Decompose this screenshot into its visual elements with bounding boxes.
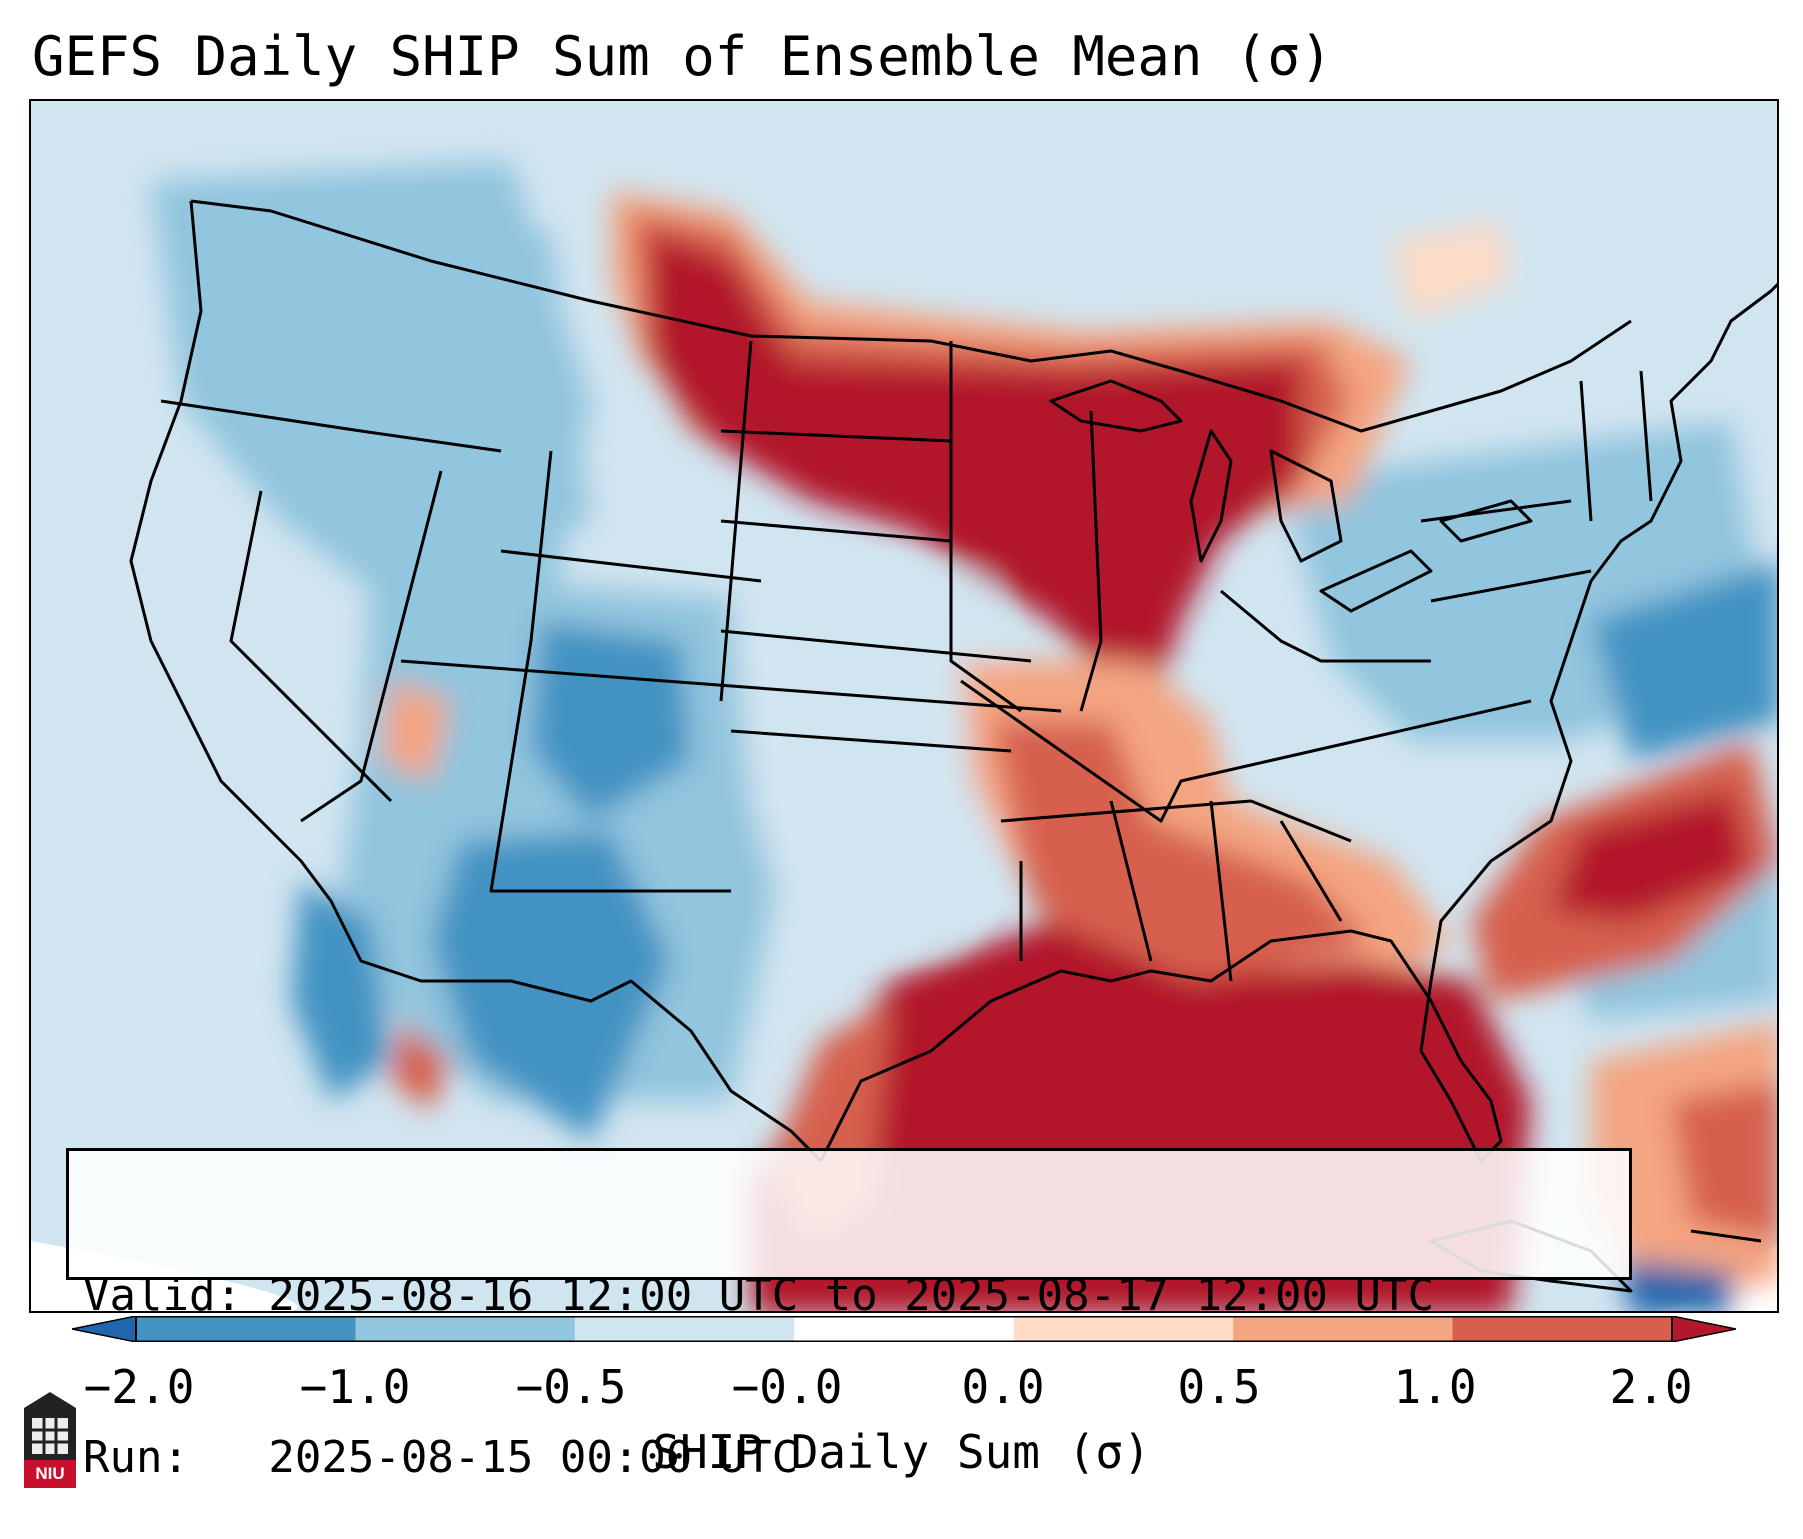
chart-title: GEFS Daily SHIP Sum of Ensemble Mean (σ): [32, 25, 1333, 88]
lake-erie: [1319, 549, 1433, 613]
west-south-coast: [129, 200, 823, 1163]
state-line: [300, 470, 443, 823]
validity-info-box: Valid: 2025-08-16 12:00 UTC to 2025-08-1…: [66, 1148, 1632, 1483]
niu-logo: NIU: [22, 1390, 78, 1490]
state-line: [229, 490, 393, 803]
gulf-coast: [819, 929, 1503, 1163]
colorbar-tick-label: −0.0: [731, 1360, 843, 1414]
projection-edge-right: [1656, 1243, 1777, 1311]
colorbar-tick-label: 0.0: [961, 1360, 1045, 1414]
state-line: [719, 340, 753, 702]
colorbar-outline: [135, 1316, 1673, 1342]
state-line: [1209, 800, 1233, 982]
state-line: [489, 450, 731, 893]
map-panel: [29, 99, 1779, 1313]
colorbar-tick-label: 1.0: [1393, 1360, 1477, 1414]
colorbar-segment: [1013, 1316, 1234, 1342]
run-time: Run: 2025-08-15 00:00 UTC: [83, 1432, 799, 1483]
ship-field: [151, 161, 1777, 1311]
colorbar-segment: [574, 1316, 795, 1342]
east-coast: [1419, 282, 1777, 1052]
state-line: [1000, 799, 1352, 843]
colorbar-segments: [72, 1316, 1736, 1342]
boundaries: [129, 199, 1777, 1293]
colorbar-segment: [794, 1316, 1015, 1342]
state-line: [160, 399, 502, 453]
valid-time: Valid: 2025-08-16 12:00 UTC to 2025-08-1…: [83, 1270, 1435, 1321]
niu-logo-icon: [24, 1392, 76, 1488]
colorbar-extend-high: [1671, 1316, 1736, 1342]
state-line: [1109, 800, 1153, 962]
colorbar-segment: [1233, 1316, 1454, 1342]
state-line: [1079, 410, 1103, 712]
lake-huron: [1269, 449, 1343, 563]
state-line: [720, 429, 952, 443]
state-line: [720, 629, 1032, 663]
colorbar-tick-label: 2.0: [1609, 1360, 1693, 1414]
colorbar: [72, 1316, 1736, 1342]
state-line: [949, 341, 1022, 713]
colorbar-tick-label: −1.0: [299, 1360, 411, 1414]
state-line: [960, 679, 1532, 823]
state-line: [500, 549, 762, 583]
state-line: [1639, 370, 1653, 502]
colorbar-segment: [1452, 1316, 1673, 1342]
colorbar-tick-label: 0.5: [1177, 1360, 1261, 1414]
lake-ontario: [1439, 499, 1533, 543]
lake-michigan: [1189, 429, 1233, 563]
state-line: [1279, 820, 1343, 922]
colorbar-segment: [355, 1316, 576, 1342]
ship-map: [31, 101, 1777, 1311]
lake-superior: [1049, 379, 1183, 433]
colorbar-tick-label: −0.5: [515, 1360, 627, 1414]
canada-border: [190, 199, 1632, 433]
state-line: [400, 659, 1062, 713]
state-line: [730, 729, 1012, 753]
colorbar-tick-label: −2.0: [83, 1360, 195, 1414]
state-line: [720, 519, 952, 543]
island-outline: [1690, 1229, 1762, 1243]
state-line: [1579, 380, 1593, 522]
niu-logo-text: NIU: [35, 1464, 65, 1483]
state-line: [1430, 569, 1592, 603]
state-line: [1220, 589, 1431, 663]
state-line: [1420, 499, 1572, 523]
colorbar-extend-low: [72, 1316, 137, 1342]
colorbar-label: SHIP Daily Sum (σ): [652, 1425, 1151, 1479]
colorbar-segment: [136, 1316, 356, 1342]
